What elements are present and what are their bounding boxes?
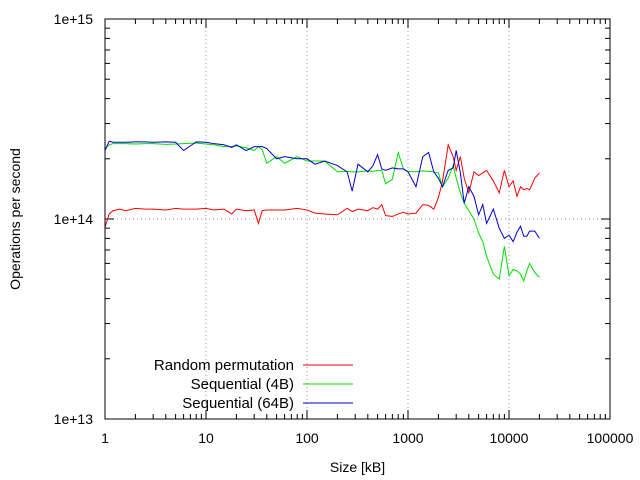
y-tick-label: 1e+15 [54, 11, 94, 27]
grid-lines [105, 19, 610, 419]
x-tick-label: 100 [295, 430, 319, 446]
series-line-1 [104, 142, 540, 283]
y-tick-label: 1e+13 [54, 411, 94, 427]
x-axis-label: Size [kB] [330, 459, 385, 475]
series-line-0 [104, 142, 540, 228]
x-tick-label: 1 [101, 430, 109, 446]
x-tick-label: 10000 [490, 430, 529, 446]
x-tick-label: 1000 [392, 430, 423, 446]
series-line-2 [104, 140, 540, 243]
plot-frame [104, 18, 611, 420]
tick-labels: 1 10 100 1000 10000 100000 1e+13 1e+14 1e+15 [54, 11, 634, 446]
legend-label-2: Sequential (64B) [182, 395, 294, 412]
series-lines [104, 140, 540, 283]
x-tick-label: 100000 [587, 430, 634, 446]
y-axis-label: Operations per second [7, 148, 23, 290]
legend: Random permutation Sequential (4B) Sequent… [154, 357, 353, 412]
x-tick-label: 10 [198, 430, 214, 446]
legend-label-0: Random permutation [154, 357, 294, 374]
legend-label-1: Sequential (4B) [191, 376, 294, 393]
y-tick-label: 1e+14 [54, 211, 94, 227]
